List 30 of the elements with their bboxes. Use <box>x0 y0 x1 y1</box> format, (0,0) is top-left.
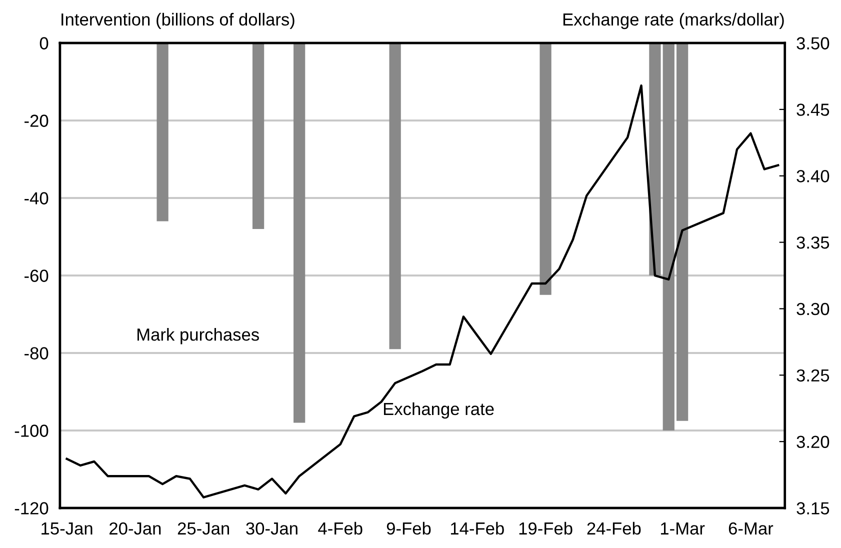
x-tick-label: 1-Mar <box>660 522 705 535</box>
y2-tick-label: 3.30 <box>796 302 830 316</box>
y2-tick-label: 3.25 <box>796 369 830 382</box>
y-tick-label: -60 <box>24 270 48 282</box>
y-tick-label: 0 <box>40 37 48 50</box>
x-tick-label: 25-Jan <box>178 522 229 535</box>
y2-tick-label: 3.20 <box>796 436 830 448</box>
x-tick-label: 4-Feb <box>318 522 362 535</box>
y-tick-label: -120 <box>14 502 48 514</box>
y-axis-title: Intervention (billions of dollars) <box>62 12 294 30</box>
y-tick-label: -80 <box>24 347 48 360</box>
y2-tick-label: 3.40 <box>796 170 830 182</box>
y2-tick-label: 3.45 <box>796 104 830 116</box>
x-tick-label: 19-Feb <box>519 522 572 535</box>
x-tick-label: 15-Jan <box>42 522 92 535</box>
y2-tick-label: 3.35 <box>796 236 830 249</box>
y-tick-label: -40 <box>24 192 48 204</box>
x-tick-label: 6-Mar <box>728 522 774 535</box>
y2-tick-label: 3.15 <box>796 502 830 514</box>
x-tick-label: 20-Jan <box>110 522 161 535</box>
x-tick-label: 24-Feb <box>587 522 641 535</box>
series-label: Exchange rate <box>384 402 494 419</box>
y-tick-label: -100 <box>14 424 48 437</box>
y2-tick-label: 3.50 <box>796 37 830 50</box>
series-label: Mark purchases <box>138 328 259 344</box>
x-tick-label: 30-Jan <box>246 522 298 535</box>
x-tick-label: 9-Feb <box>386 522 431 535</box>
y2-axis-title: Exchange rate (marks/dollar) <box>563 12 784 30</box>
x-tick-label: 14-Feb <box>450 522 504 535</box>
y-tick-label: -20 <box>24 114 48 127</box>
